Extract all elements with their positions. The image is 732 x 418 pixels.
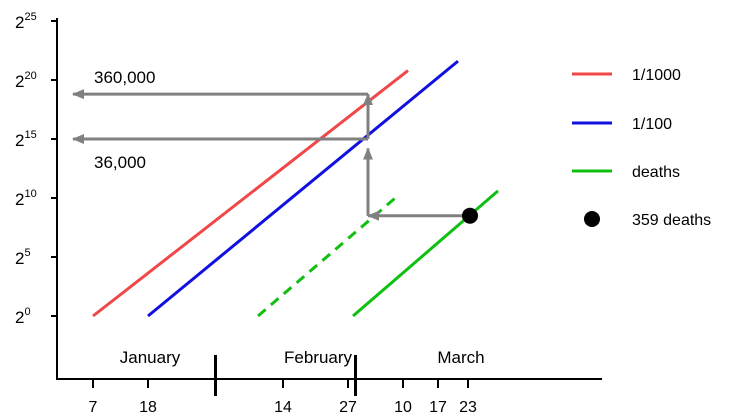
xtick-label: 27 (339, 399, 357, 416)
ytick-label: 210 (15, 188, 37, 209)
xtick-label: 23 (459, 399, 477, 416)
annotation-360000: 360,000 (94, 68, 155, 87)
ytick-label: 25 (15, 247, 31, 268)
xtick-label: 10 (394, 399, 412, 416)
legend-label: 359 deaths (632, 212, 711, 229)
series-line-1-100 (147, 59, 459, 318)
ytick-label: 215 (15, 129, 37, 150)
ytick-label: 220 (15, 70, 37, 91)
legend-dot (584, 211, 600, 227)
xtick-label: 17 (429, 399, 447, 416)
ytick-label: 225 (15, 11, 37, 32)
annotation-group: 360,000 36,000 (94, 68, 155, 172)
xtick-label: 14 (274, 399, 292, 416)
xtick-label: 7 (89, 399, 98, 416)
arrow-group (72, 89, 468, 221)
marker-group (462, 207, 478, 224)
marker-359-deaths (462, 207, 478, 224)
x-axis-group: 7 18 14 27 10 17 23 January February March (57, 348, 602, 416)
series-line-1-1000 (92, 69, 409, 318)
month-label: January (120, 348, 181, 367)
xtick-label: 18 (139, 399, 157, 416)
series-group (92, 59, 499, 318)
y-axis-group: 20 25 210 215 220 225 (15, 11, 58, 380)
ytick-label: 20 (15, 306, 31, 327)
legend-label: 1/100 (632, 116, 672, 133)
annotation-36000: 36,000 (94, 153, 146, 172)
legend-label: 1/1000 (632, 67, 681, 84)
legend: 1/1000 1/100 deaths 359 deaths (572, 67, 711, 229)
month-label: February (284, 348, 353, 367)
series-line-deaths-dashed (257, 194, 399, 318)
month-label: March (437, 348, 484, 367)
series-line-deaths (352, 189, 499, 318)
legend-label: deaths (632, 164, 680, 181)
